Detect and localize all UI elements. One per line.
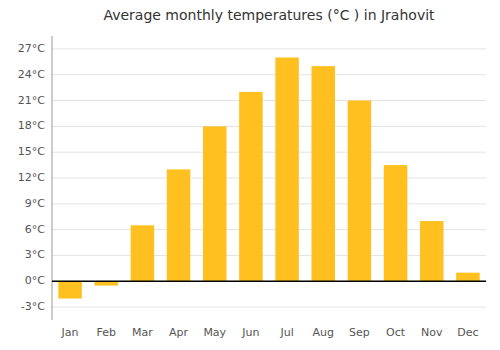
grid-line bbox=[52, 74, 486, 75]
y-tick-label: 3°C bbox=[25, 248, 45, 261]
y-axis-line bbox=[52, 36, 53, 320]
x-tick-label: Nov bbox=[421, 326, 443, 339]
x-tick-label: Apr bbox=[169, 326, 189, 339]
y-tick-label: 12°C bbox=[18, 171, 45, 184]
bar bbox=[420, 221, 444, 281]
grid-line bbox=[52, 48, 486, 49]
y-tick-label: 0°C bbox=[25, 274, 45, 287]
y-tick-label: 18°C bbox=[18, 119, 45, 132]
bars bbox=[58, 58, 479, 299]
x-tick-label: Aug bbox=[313, 326, 334, 339]
y-tick-label: 27°C bbox=[18, 42, 45, 55]
y-ticks: -3°C 0°C 3°C 6°C 9°C 12°C 15°C 18°C 21°C 24°C 27°C bbox=[18, 42, 45, 313]
grid-line bbox=[52, 178, 486, 179]
y-tick-label: 24°C bbox=[18, 68, 45, 81]
grid-line bbox=[52, 126, 486, 127]
bar bbox=[203, 126, 227, 281]
bar bbox=[131, 225, 155, 281]
bar bbox=[275, 58, 299, 282]
y-tick-label: 9°C bbox=[25, 197, 45, 210]
chart-svg: -3°C 0°C 3°C 6°C 9°C 12°C 15°C 18°C 21°C 24°C 27°C… bbox=[0, 0, 500, 350]
y-tick-label: 6°C bbox=[25, 223, 45, 236]
bar bbox=[311, 66, 335, 281]
chart-container: -3°C 0°C 3°C 6°C 9°C 12°C 15°C 18°C 21°C 24°C 27°C… bbox=[0, 0, 500, 350]
x-tick-label: Feb bbox=[97, 326, 116, 339]
y-tick-label: 21°C bbox=[18, 94, 45, 107]
page: {"chart_data": {"type": "bar", "title": … bbox=[0, 0, 500, 350]
grid-line bbox=[52, 100, 486, 101]
grid-line bbox=[52, 281, 486, 282]
bar bbox=[58, 281, 82, 298]
grid-line bbox=[52, 152, 486, 153]
x-tick-label: Jan bbox=[61, 326, 79, 339]
grid-line bbox=[52, 307, 486, 308]
bar bbox=[239, 92, 263, 281]
zero-line bbox=[52, 281, 486, 283]
x-tick-label: Dec bbox=[457, 326, 478, 339]
x-ticks: Jan Feb Mar Apr May Jun Jul Aug Sep Oct Nov Dec bbox=[61, 326, 479, 339]
y-tick-label: 15°C bbox=[18, 145, 45, 158]
grid bbox=[52, 49, 486, 307]
bar bbox=[456, 273, 480, 282]
bar bbox=[384, 165, 408, 281]
x-tick-label: Jul bbox=[279, 326, 293, 339]
x-tick-label: Mar bbox=[132, 326, 153, 339]
x-tick-label: Jun bbox=[241, 326, 259, 339]
grid-line bbox=[52, 203, 486, 204]
x-tick-label: Sep bbox=[349, 326, 370, 339]
x-tick-label: May bbox=[203, 326, 226, 339]
bar bbox=[348, 101, 372, 282]
y-tick-label: -3°C bbox=[21, 300, 45, 313]
x-tick-label: Oct bbox=[386, 326, 406, 339]
title: Average monthly temperatures (°C ) in Jr… bbox=[103, 7, 435, 23]
bar bbox=[167, 169, 191, 281]
